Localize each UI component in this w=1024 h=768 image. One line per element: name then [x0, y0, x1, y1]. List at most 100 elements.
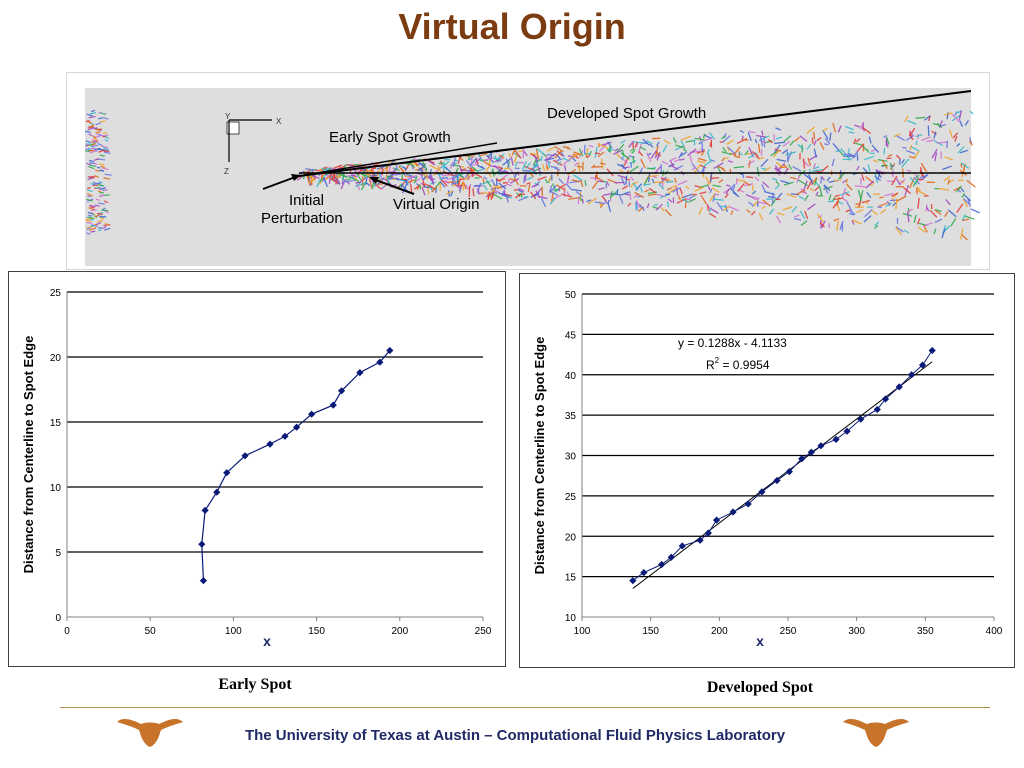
plume-streak [757, 143, 761, 154]
strip-streak [104, 173, 112, 176]
plume-streak [948, 129, 953, 138]
plume-streak [551, 183, 557, 190]
x-tick-label: 100 [225, 626, 242, 637]
strip-streak [97, 190, 102, 193]
plume-streak [388, 177, 400, 180]
plume-streak [875, 169, 882, 179]
plume-streak [813, 166, 820, 170]
plume-streak [530, 191, 537, 200]
plume-streak [625, 175, 628, 185]
plume-streak [866, 148, 870, 153]
plume-streak [642, 206, 645, 212]
plume-streak [806, 143, 812, 150]
plume-streak [471, 163, 478, 167]
inflow-disturbance-strip [85, 109, 112, 235]
plume-streak [476, 188, 480, 195]
strip-streak [90, 109, 96, 113]
plume-streak [943, 175, 951, 182]
initial-perturbation-label: Initial Perturbation [261, 192, 343, 227]
plume-streak [834, 194, 840, 198]
series-line [632, 350, 933, 582]
plume-streak [665, 180, 674, 184]
plume-streak [648, 172, 651, 183]
simulation-background [85, 88, 971, 266]
strip-streak [85, 219, 92, 222]
plume-streak [726, 146, 730, 152]
strip-streak [97, 184, 105, 187]
plume-streak [711, 187, 720, 193]
plume-streak [862, 145, 868, 152]
plume-streak [727, 160, 733, 163]
plume-streak [706, 149, 710, 155]
strip-streak [91, 144, 98, 147]
plume-streak [716, 201, 724, 211]
plume-streak [573, 174, 583, 181]
plume-streak [762, 181, 770, 189]
plume-streak [700, 164, 707, 169]
data-point [832, 435, 840, 443]
plume-streak [933, 228, 937, 235]
plume-streak [435, 187, 437, 193]
strip-streak [85, 144, 90, 147]
plume-streak [956, 142, 961, 147]
plume-streak [722, 205, 730, 212]
y-tick-label: 50 [565, 290, 577, 301]
plume-streak [663, 139, 671, 145]
plume-streak [514, 177, 520, 186]
plume-streak [804, 194, 809, 202]
plume-streak [895, 226, 903, 236]
strip-streak [102, 225, 107, 229]
plume-streak [959, 120, 964, 127]
plume-streak [454, 173, 459, 178]
plume-streak [311, 178, 317, 182]
plume-streak [491, 186, 497, 190]
plume-streak [742, 139, 749, 141]
plume-streak [578, 148, 584, 157]
strip-streak [97, 219, 103, 223]
plume-streak [338, 170, 347, 178]
plume-streak [640, 158, 646, 168]
plume-streak [426, 174, 435, 184]
plume-streak [702, 133, 706, 139]
plume-streak [848, 152, 856, 158]
plume-streak [452, 157, 457, 167]
data-point [704, 529, 712, 537]
plume-streak [916, 218, 921, 225]
plume-streak [343, 180, 353, 183]
plume-streak [822, 127, 828, 132]
strip-streak [103, 227, 111, 231]
plume-streak [404, 179, 409, 186]
strip-streak [90, 230, 96, 233]
plume-streak [907, 120, 917, 125]
plume-streak [452, 184, 457, 187]
plume-streak [565, 182, 573, 191]
plume-streak [856, 143, 864, 152]
plume-streak [864, 200, 869, 205]
plume-streak [485, 166, 490, 172]
plume-streak [619, 156, 628, 164]
plume-streak [668, 156, 677, 162]
plume-streak [713, 198, 724, 201]
plume-streak [606, 141, 613, 149]
strip-streak [89, 206, 95, 209]
plume-streak [788, 164, 793, 170]
plume-streak [721, 157, 725, 162]
plume-streak [503, 189, 506, 195]
plume-streak [677, 180, 688, 186]
plume-streak [498, 182, 507, 190]
plume-streak [530, 152, 539, 156]
plume-streak [722, 146, 727, 153]
plume-streak [913, 214, 917, 223]
plume-streak [526, 182, 531, 185]
plume-streak [527, 183, 531, 193]
plume-streak [880, 208, 887, 214]
plume-streak [328, 173, 332, 184]
plume-streak [813, 148, 817, 158]
plume-streak [574, 162, 579, 167]
plume-streak [851, 220, 855, 225]
plume-streak [802, 158, 806, 169]
strip-streak [104, 222, 109, 226]
plume-streak [870, 149, 876, 153]
plume-streak [851, 219, 862, 225]
plume-streak [674, 145, 685, 151]
